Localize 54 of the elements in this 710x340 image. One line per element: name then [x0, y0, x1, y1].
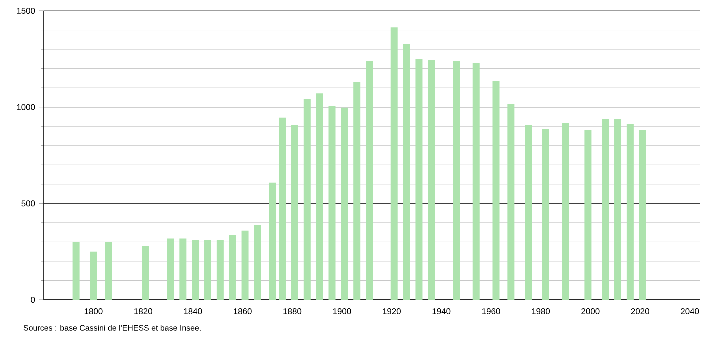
bar	[216, 240, 224, 300]
x-tick-label: 1880	[284, 308, 302, 315]
x-tick-label: 1840	[184, 308, 202, 315]
x-tick-label: 1920	[383, 308, 401, 315]
bar	[269, 182, 276, 300]
bar	[180, 238, 187, 300]
bar	[192, 240, 200, 300]
bar	[341, 108, 348, 300]
bar	[72, 242, 80, 300]
y-tick-label: 1000	[17, 104, 36, 110]
bar	[626, 124, 634, 300]
bar	[584, 130, 592, 300]
bar	[254, 225, 262, 300]
bar	[167, 238, 174, 300]
bar	[390, 28, 398, 300]
x-tick-label: 2040	[681, 308, 700, 315]
bar	[229, 235, 236, 300]
bar	[428, 60, 436, 300]
bar	[204, 240, 212, 300]
bar	[452, 61, 460, 300]
bar	[614, 119, 622, 300]
bar	[525, 125, 532, 300]
bar	[403, 44, 410, 300]
bar	[242, 230, 249, 300]
y-tick-label: 1500	[17, 8, 36, 14]
x-tick-label: 1860	[234, 308, 252, 315]
bar	[279, 118, 286, 300]
bar	[639, 130, 646, 300]
y-tick-label: 500	[22, 200, 36, 207]
bar	[416, 60, 423, 300]
x-tick-label: 1900	[333, 308, 352, 315]
x-tick-label: 1960	[482, 308, 500, 315]
x-tick-label: 1820	[134, 308, 152, 315]
bar	[366, 61, 374, 300]
bar	[542, 129, 550, 300]
bar	[90, 252, 98, 300]
bar	[354, 82, 361, 300]
bar	[602, 119, 610, 300]
x-tick-label: 2000	[582, 308, 600, 315]
x-tick-label: 1800	[84, 308, 103, 315]
bar	[304, 99, 311, 300]
bar	[508, 104, 515, 300]
bar	[291, 125, 298, 300]
bar	[142, 246, 150, 300]
x-tick-label: 1980	[532, 308, 550, 315]
bar	[472, 63, 480, 300]
x-tick-label: 2020	[631, 308, 650, 315]
y-tick-label: 0	[31, 297, 36, 303]
bar	[492, 81, 500, 300]
bar	[328, 106, 336, 300]
bar	[316, 94, 324, 300]
bar	[105, 242, 112, 300]
bar	[562, 124, 570, 300]
x-tick-label: 1940	[432, 308, 451, 315]
